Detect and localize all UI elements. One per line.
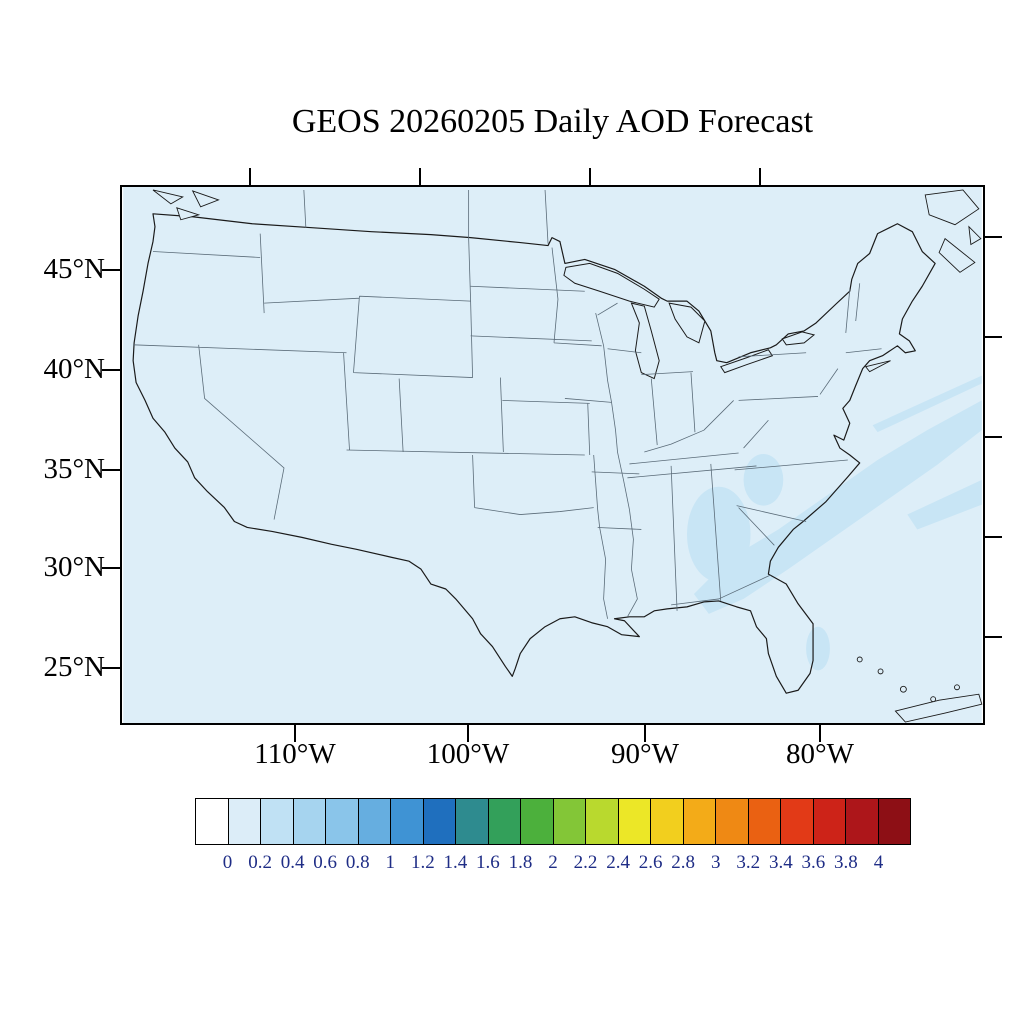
lat-label: 45°N bbox=[43, 252, 105, 285]
colorbar-cell bbox=[877, 799, 910, 844]
colorbar-tick-label: 1 bbox=[385, 852, 396, 873]
lat-tick-right bbox=[985, 436, 1002, 438]
islands bbox=[152, 189, 983, 723]
lon-tick-top bbox=[589, 168, 591, 185]
colorbar-tick-label: 1.4 bbox=[443, 852, 468, 873]
colorbar-tick-label: 3.4 bbox=[768, 852, 793, 873]
colorbar-cell bbox=[585, 799, 618, 844]
colorbar-cell bbox=[617, 799, 650, 844]
figure-title: GEOS 20260205 Daily AOD Forecast bbox=[291, 103, 814, 140]
lat-tick-right bbox=[985, 536, 1002, 538]
colorbar-tick-label: 3.2 bbox=[736, 852, 761, 873]
state-borders bbox=[133, 189, 882, 619]
lat-tick-right bbox=[985, 636, 1002, 638]
colorbar-tick-label: 3.8 bbox=[834, 852, 858, 873]
lon-tick bbox=[644, 725, 646, 742]
lon-label: 100°W bbox=[426, 738, 510, 770]
lat-tick bbox=[102, 567, 120, 569]
colorbar-cell bbox=[845, 799, 878, 844]
lon-tick-top bbox=[249, 168, 251, 185]
colorbar-tick-label: 1.6 bbox=[476, 852, 500, 873]
lon-tick-top bbox=[419, 168, 421, 185]
colorbar-tick-label: 2.6 bbox=[638, 852, 663, 873]
map-background bbox=[123, 187, 982, 723]
lon-tick bbox=[467, 725, 469, 742]
colorbar-cell bbox=[520, 799, 553, 844]
colorbar-tick-label: 3.6 bbox=[801, 852, 826, 873]
lat-tick bbox=[102, 369, 120, 371]
colorbar-tick-label: 0.6 bbox=[313, 852, 338, 873]
colorbar-cell bbox=[292, 799, 325, 844]
colorbar-tick-label: 1.8 bbox=[508, 852, 533, 873]
lon-tick bbox=[819, 725, 821, 742]
map-frame bbox=[120, 185, 985, 725]
lon-label: 80°W bbox=[786, 738, 854, 770]
colorbar-tick-label: 2.2 bbox=[573, 852, 598, 873]
aod-shading bbox=[686, 375, 982, 671]
colorbar-cell bbox=[715, 799, 748, 844]
colorbar-cell bbox=[357, 799, 390, 844]
colorbar-tick-label: 0.4 bbox=[280, 852, 305, 873]
lat-tick bbox=[102, 269, 120, 271]
colorbar-cell bbox=[260, 799, 293, 844]
colorbar-cell bbox=[227, 799, 260, 844]
colorbar-tick-label: 3 bbox=[710, 852, 721, 873]
colorbar-cell bbox=[422, 799, 455, 844]
colorbar-tick-label: 2.8 bbox=[671, 852, 696, 873]
lat-tick bbox=[102, 667, 120, 669]
lat-label: 35°N bbox=[43, 452, 105, 485]
us-coastline bbox=[132, 213, 936, 694]
lon-tick bbox=[294, 725, 296, 742]
lon-label: 90°W bbox=[611, 738, 679, 770]
colorbar-cell bbox=[487, 799, 520, 844]
colorbar-cell bbox=[325, 799, 358, 844]
lat-tick-right bbox=[985, 336, 1002, 338]
colorbar-cell bbox=[390, 799, 423, 844]
colorbar-tick-label: 0.2 bbox=[248, 852, 272, 873]
colorbar-cell bbox=[812, 799, 845, 844]
colorbar-tick-label: 0 bbox=[222, 852, 233, 873]
colorbar-tick-label: 1.2 bbox=[410, 852, 435, 873]
colorbar-cell bbox=[650, 799, 683, 844]
lon-tick-top bbox=[759, 168, 761, 185]
lat-tick-right bbox=[985, 236, 1002, 238]
lat-label: 40°N bbox=[43, 352, 105, 385]
us-map bbox=[123, 187, 983, 723]
colorbar-cell bbox=[196, 799, 228, 844]
colorbar-tick-label: 2.4 bbox=[606, 852, 630, 873]
colorbar-cell bbox=[747, 799, 780, 844]
colorbar-tick-label: 4 bbox=[873, 852, 884, 873]
colorbar-cell bbox=[552, 799, 585, 844]
colorbar-cell bbox=[682, 799, 715, 844]
lat-label: 25°N bbox=[43, 650, 105, 683]
lon-label: 110°W bbox=[254, 738, 336, 770]
colorbar-cell bbox=[455, 799, 488, 844]
lat-label: 30°N bbox=[43, 550, 105, 583]
colorbar bbox=[195, 798, 911, 845]
colorbar-cell bbox=[780, 799, 813, 844]
colorbar-tick-label: 2 bbox=[548, 852, 558, 873]
colorbar-tick-label: 0.8 bbox=[345, 852, 370, 873]
lat-tick bbox=[102, 469, 120, 471]
great-lakes bbox=[563, 262, 816, 380]
